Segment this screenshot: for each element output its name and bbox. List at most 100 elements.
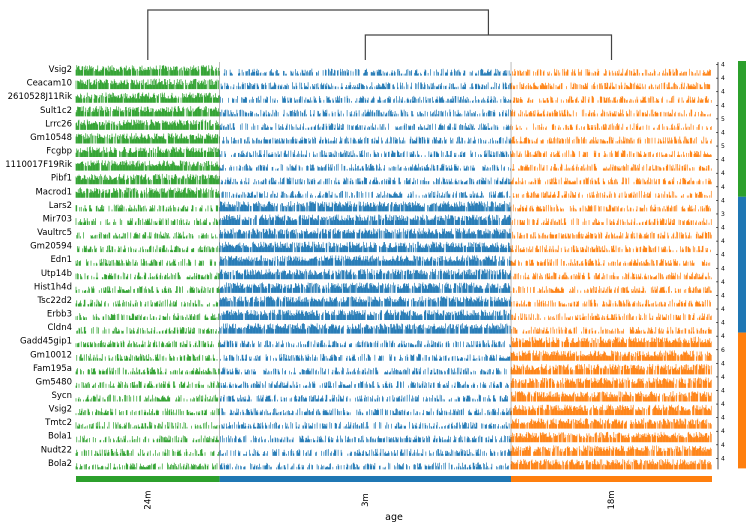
track-max-label: 4	[721, 279, 725, 286]
track-segment-18m	[510, 150, 712, 158]
track-segment-18m	[510, 418, 712, 429]
category-label: 3m	[361, 493, 371, 507]
gene-label: Tsc22d2	[36, 296, 72, 306]
track-segment-18m	[511, 299, 711, 307]
track-cldn4	[76, 323, 712, 334]
track-nudt22	[75, 445, 712, 456]
track-segment-24m	[75, 285, 220, 293]
track-max-label: 4	[721, 360, 725, 367]
track-segment-24m	[75, 421, 220, 429]
track-segment-3m	[219, 228, 511, 239]
track-max-label: 4	[721, 225, 725, 232]
track-segment-3m	[219, 296, 511, 307]
track-segment-3m	[220, 367, 507, 375]
track-utp14b	[75, 268, 712, 280]
gene-label: Sult1c2	[40, 106, 72, 116]
track-segment-24m	[75, 173, 220, 185]
track-segment-3m	[220, 340, 511, 348]
gene-labels: Vsig2 Ceacam10 2610528J11Rik Sult1c2 Lrrc26 G…	[5, 65, 72, 469]
track-segment-3m	[220, 82, 511, 90]
gene-label: Pibf1	[51, 174, 72, 184]
track-segment-24m	[76, 435, 219, 443]
track-segment-3m	[219, 163, 511, 171]
category-bar-3m	[219, 476, 512, 482]
track-gm5480	[75, 377, 712, 388]
track-segment-18m	[510, 258, 711, 266]
track-segment-18m	[512, 190, 712, 198]
track-segment-3m	[219, 150, 511, 158]
track-2610528j11rik	[75, 92, 712, 103]
track-gm10012	[76, 350, 712, 361]
gene-group-bars	[738, 61, 746, 469]
track-segment-24m	[75, 187, 220, 198]
track-segment-3m	[219, 200, 511, 212]
gene-label: Nudt22	[41, 445, 72, 455]
track-segment-24m	[76, 231, 218, 239]
track-ceacam10	[75, 78, 711, 90]
track-segment-3m	[219, 323, 511, 334]
track-sult1c2	[75, 106, 711, 117]
track-segment-18m	[510, 123, 712, 130]
track-max-label: 4	[721, 170, 725, 177]
gene-label: Gm10548	[30, 133, 72, 143]
track-max-label: 4	[721, 238, 725, 245]
track-segment-3m	[222, 136, 511, 144]
track-max-label: 4	[721, 102, 725, 109]
track-tmtc2	[75, 418, 712, 429]
gene-group-bar-24m	[738, 61, 746, 197]
track-segment-18m	[510, 404, 712, 416]
track-segment-24m	[75, 65, 220, 76]
gene-label: Fcgbp	[46, 147, 72, 157]
track-segment-24m	[75, 462, 218, 470]
track-segment-24m	[75, 272, 220, 280]
gene-label: 1110017F19Rik	[5, 160, 72, 170]
x-axis-title: age	[385, 512, 403, 523]
track-max-label: 4	[721, 442, 725, 449]
track-segment-18m	[510, 285, 712, 293]
track-segment-24m	[75, 313, 219, 321]
track-segment-3m	[219, 214, 511, 225]
track-segment-18m	[510, 350, 712, 361]
track-max-label: 4	[721, 75, 725, 82]
track-segment-3m	[220, 95, 511, 103]
dendrogram	[147, 9, 613, 60]
gene-label: Sycn	[52, 391, 73, 401]
track-segment-24m	[77, 245, 220, 253]
track-max-label: 6	[721, 347, 725, 354]
track-segment-18m	[510, 431, 712, 443]
gene-label: Hist1h4d	[34, 282, 72, 292]
track-mir703	[75, 214, 712, 225]
track-segment-24m	[75, 394, 219, 402]
track-segment-24m	[75, 92, 220, 103]
track-segment-3m	[221, 421, 510, 429]
category-labels: 24m 3m 18m	[143, 490, 617, 509]
track-bola2	[75, 458, 712, 470]
track-segment-3m	[220, 435, 511, 443]
track-lrrc26	[75, 119, 712, 130]
track-segment-24m	[75, 106, 220, 117]
track-segment-24m	[75, 133, 220, 144]
track-segment-3m	[219, 408, 511, 416]
dendrogram-branches	[147, 9, 613, 60]
track-max-label: 5	[721, 143, 725, 150]
category-label: 18m	[607, 490, 617, 509]
gene-label: Bola2	[48, 459, 72, 469]
track-vsig2	[75, 404, 712, 416]
track-segment-3m	[219, 448, 511, 456]
gene-label: Erbb3	[47, 310, 72, 320]
track-segment-18m	[511, 326, 712, 334]
track-scale-labels: 4 4 4 4 5 4 5 4 4 4 4 3 4 4 4 4 4 4 4 4 4 6 4 4 4 4 4 4 4 4	[716, 62, 725, 470]
gene-label: 2610528J11Rik	[8, 92, 72, 102]
track-segment-3m	[220, 177, 511, 185]
track-max-label: 4	[721, 320, 725, 327]
track-segment-24m	[75, 258, 216, 266]
track-segment-18m	[512, 163, 712, 171]
track-segment-3m	[220, 109, 511, 117]
track-max-label: 4	[721, 428, 725, 435]
gene-label: Vsig2	[49, 405, 72, 415]
track-max-label: 4	[721, 388, 725, 395]
track-lars2	[75, 200, 711, 212]
track-sycn	[75, 391, 712, 402]
track-segment-3m	[220, 123, 511, 130]
